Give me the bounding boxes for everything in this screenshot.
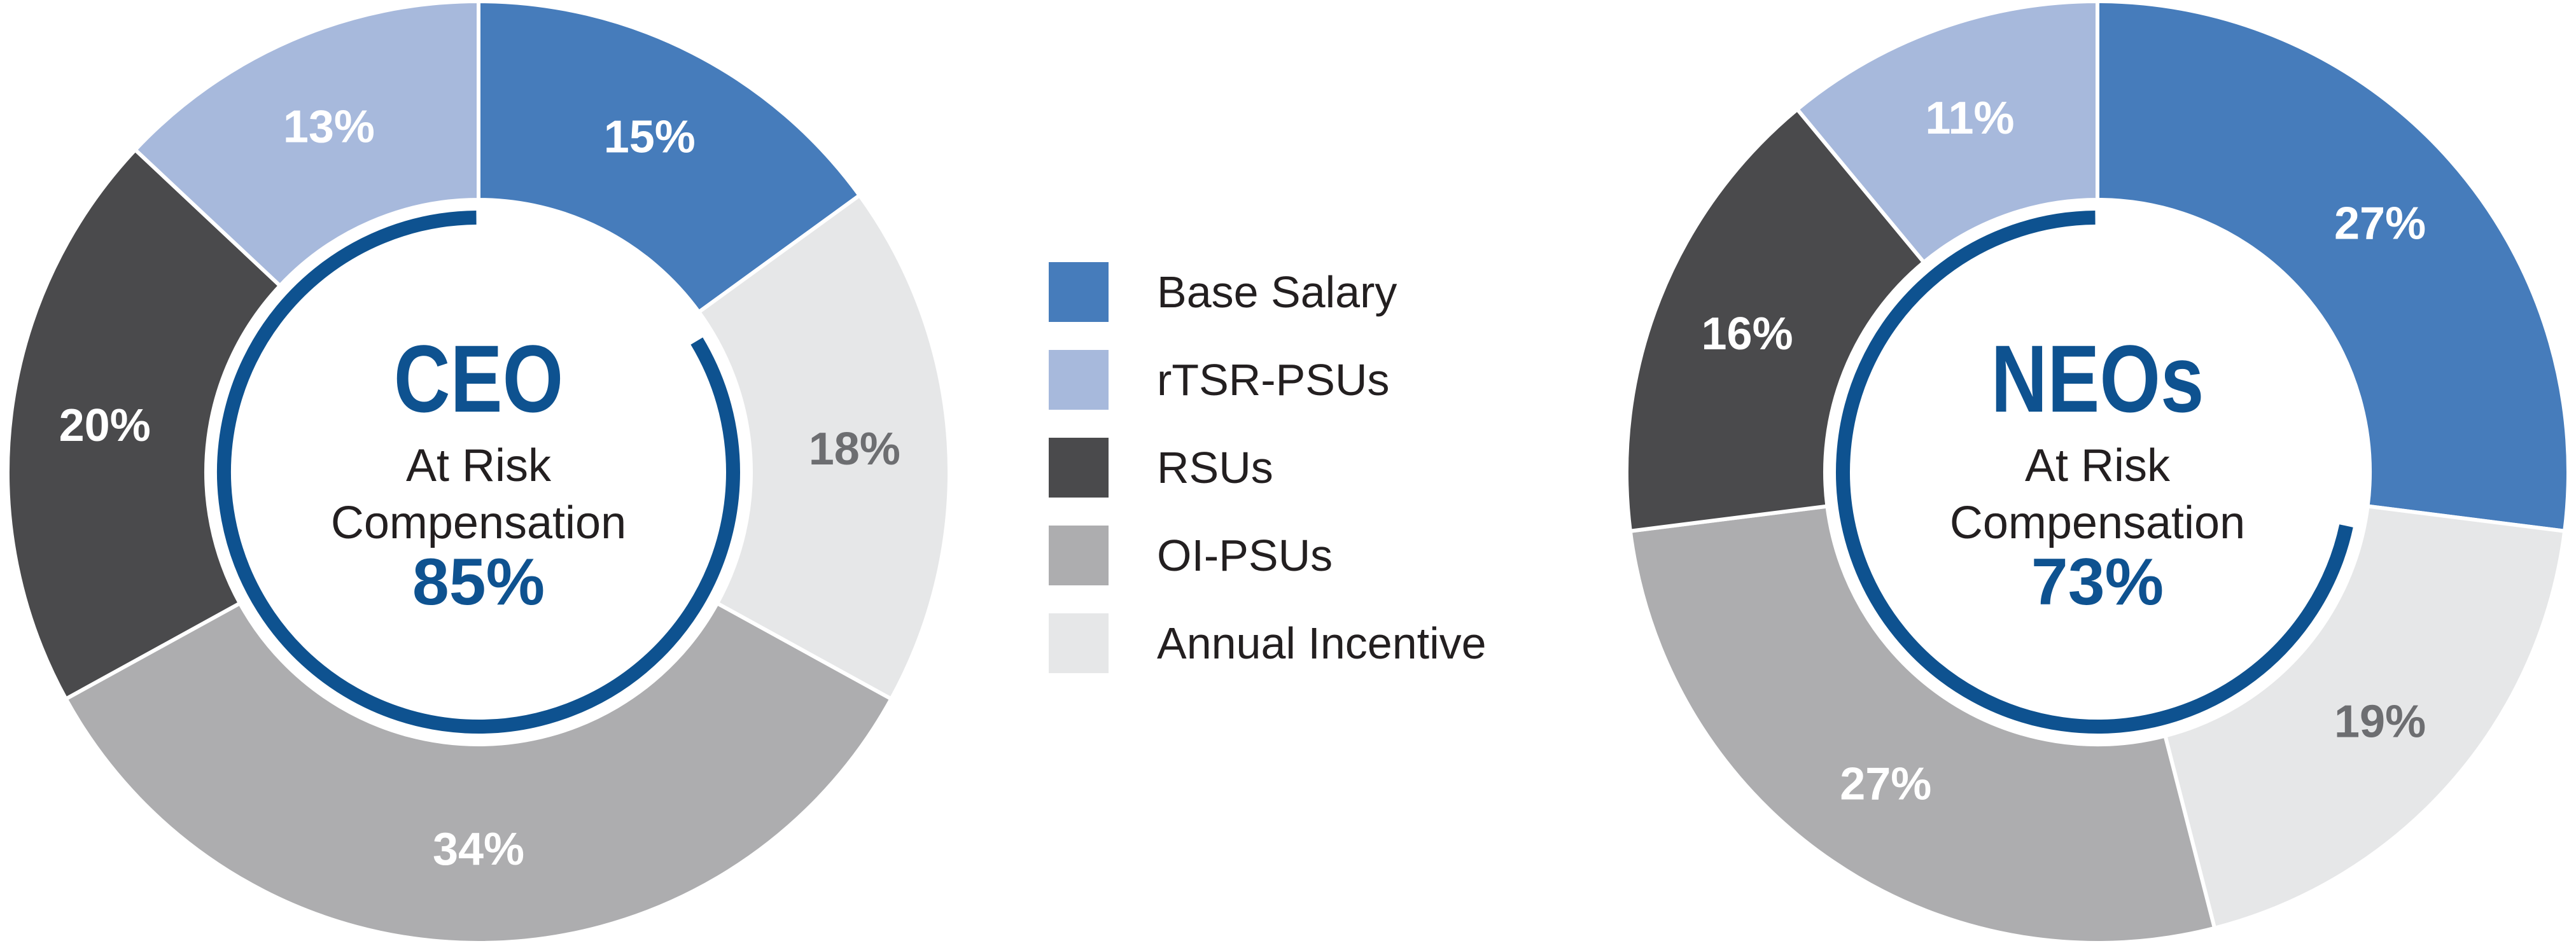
center-line-1: At Risk (406, 440, 552, 491)
neos-donut-chart: 27% 19% 27% 16% 11% NEOs At Risk Compensation73… (1625, 0, 2570, 945)
slice-base-salary (2096, 0, 2570, 534)
slice-rtsr-psus (132, 0, 480, 289)
legend-item-annual-incentive: Annual Incentive (1049, 613, 1487, 673)
slice-label-rtsr-psus: 11% (1925, 93, 2014, 144)
center-line-1: At Risk (2025, 440, 2171, 491)
center-line-2: Compensation (331, 498, 626, 548)
legend-swatch (1049, 438, 1109, 498)
legend-label: OI-PSUs (1157, 531, 1333, 580)
legend-swatch (1049, 613, 1109, 673)
slice-rsus (1625, 106, 1927, 534)
chart-title: NEOs (1991, 326, 2204, 432)
at-risk-arc (1836, 211, 2353, 734)
at-risk-value: 73% (2031, 545, 2164, 619)
slice-rsus (6, 147, 283, 702)
slice-oi-psus (1628, 504, 2217, 945)
slice-label-oi-psus: 34% (433, 824, 524, 875)
slice-annual-incentive (2162, 504, 2567, 931)
legend-label: RSUs (1157, 443, 1273, 492)
slice-label-annual-incentive: 18% (809, 424, 900, 475)
slice-label-oi-psus: 27% (1840, 759, 1931, 810)
legend-swatch (1049, 262, 1109, 322)
slice-label-rsus: 16% (1702, 309, 1793, 359)
slice-oi-psus (63, 601, 894, 945)
legend-swatch (1049, 526, 1109, 585)
legend-label: rTSR-PSUs (1157, 355, 1390, 405)
legend-swatch (1049, 350, 1109, 410)
legend-item-rsus: RSUs (1049, 438, 1487, 498)
legend-item-base-salary: Base Salary (1049, 262, 1487, 322)
at-risk-arc (217, 211, 741, 734)
center-line-2: Compensation (1950, 498, 2245, 548)
legend-item-oi-psus: OI-PSUs (1049, 526, 1487, 585)
slice-label-base-salary: 27% (2334, 199, 2426, 249)
at-risk-value: 85% (412, 545, 545, 619)
legend-item-rtsr-psus: rTSR-PSUs (1049, 350, 1487, 410)
slice-annual-incentive (696, 192, 951, 702)
legend-label: Annual Incentive (1157, 618, 1487, 668)
legend: Base Salary rTSR-PSUs RSUs OI-PSUs Annua… (1049, 262, 1487, 701)
slice-label-rtsr-psus: 13% (283, 102, 375, 153)
chart-title: CEO (394, 326, 564, 432)
slice-base-salary (477, 0, 862, 315)
slice-label-rsus: 20% (59, 400, 151, 451)
slice-rtsr-psus (1795, 0, 2099, 265)
slice-label-annual-incentive: 19% (2334, 696, 2426, 747)
legend-label: Base Salary (1157, 267, 1397, 317)
slice-label-base-salary: 15% (604, 112, 696, 163)
